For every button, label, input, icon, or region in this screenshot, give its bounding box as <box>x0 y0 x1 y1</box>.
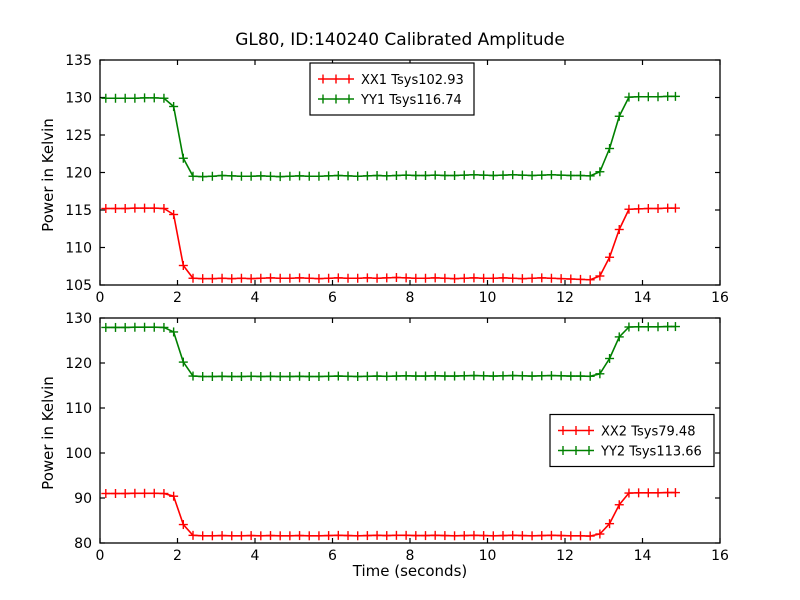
bottom-panel-x-axis-label: Time (seconds) <box>352 562 468 580</box>
panel-bottom: 0 2 4 6 8 10 12 14 16 80 90 100 110 120 130 XX2 Tsys79.… <box>65 311 729 564</box>
y-tick-label: 120 <box>65 356 92 372</box>
x-tick-label: 16 <box>711 548 729 564</box>
legend-top[interactable]: XX1 Tsys102.93 YY1 Tsys116.74 <box>309 62 475 116</box>
y-tick-label: 135 <box>65 53 92 69</box>
legend-label: XX1 Tsys102.93 <box>361 73 464 88</box>
legend-box <box>549 413 715 468</box>
series-line <box>105 325 677 378</box>
y-tick-label: 130 <box>65 311 92 327</box>
legend-box <box>309 62 475 116</box>
y-tick-label: 80 <box>74 536 92 552</box>
x-tick-label: 8 <box>406 290 415 306</box>
legend-label: YY1 Tsys116.74 <box>360 93 462 108</box>
x-tick-label: 4 <box>251 548 260 564</box>
legend-label: XX2 Tsys79.48 <box>601 425 695 440</box>
x-tick-label: 0 <box>96 290 105 306</box>
y-tick-label: 110 <box>65 401 92 417</box>
legend-bottom[interactable]: XX2 Tsys79.48 YY2 Tsys113.66 <box>549 413 715 468</box>
x-tick-label: 8 <box>406 548 415 564</box>
x-tick-label: 16 <box>711 290 729 306</box>
top-panel-y-axis-label: Power in Kelvin <box>39 118 57 232</box>
data-layer-bottom <box>101 322 680 541</box>
y-tick-label: 130 <box>65 91 92 107</box>
x-tick-label: 0 <box>96 548 105 564</box>
y-tick-label: 100 <box>65 446 92 462</box>
x-tick-label: 10 <box>479 290 497 306</box>
bottom-panel-y-axis-label: Power in Kelvin <box>39 376 57 490</box>
x-tick-label: 6 <box>328 290 337 306</box>
x-tick-label: 4 <box>251 290 260 306</box>
x-tick-label: 14 <box>634 548 652 564</box>
x-tick-label: 14 <box>634 290 652 306</box>
x-tick-label: 2 <box>173 290 182 306</box>
x-tick-label: 2 <box>173 548 182 564</box>
x-tick-label: 12 <box>556 290 574 306</box>
y-tick-label: 125 <box>65 128 92 144</box>
y-tick-label: 90 <box>74 491 92 507</box>
y-tick-label: 105 <box>65 278 92 294</box>
y-tick-label: 120 <box>65 166 92 182</box>
panel-top: 0 2 4 6 8 10 12 14 16 105 110 115 120 125 130 135 XX1 Ts… <box>65 53 729 306</box>
y-tick-label: 110 <box>65 241 92 257</box>
series-line <box>105 491 677 537</box>
x-tick-label: 6 <box>328 548 337 564</box>
data-layer-top <box>101 91 680 285</box>
legend-label: YY2 Tsys113.66 <box>600 445 702 460</box>
x-tick-label: 12 <box>556 548 574 564</box>
x-tick-label: 10 <box>479 548 497 564</box>
chart-title: GL80, ID:140240 Calibrated Amplitude <box>235 30 565 50</box>
series-line <box>105 207 677 281</box>
y-tick-label: 115 <box>65 203 92 219</box>
